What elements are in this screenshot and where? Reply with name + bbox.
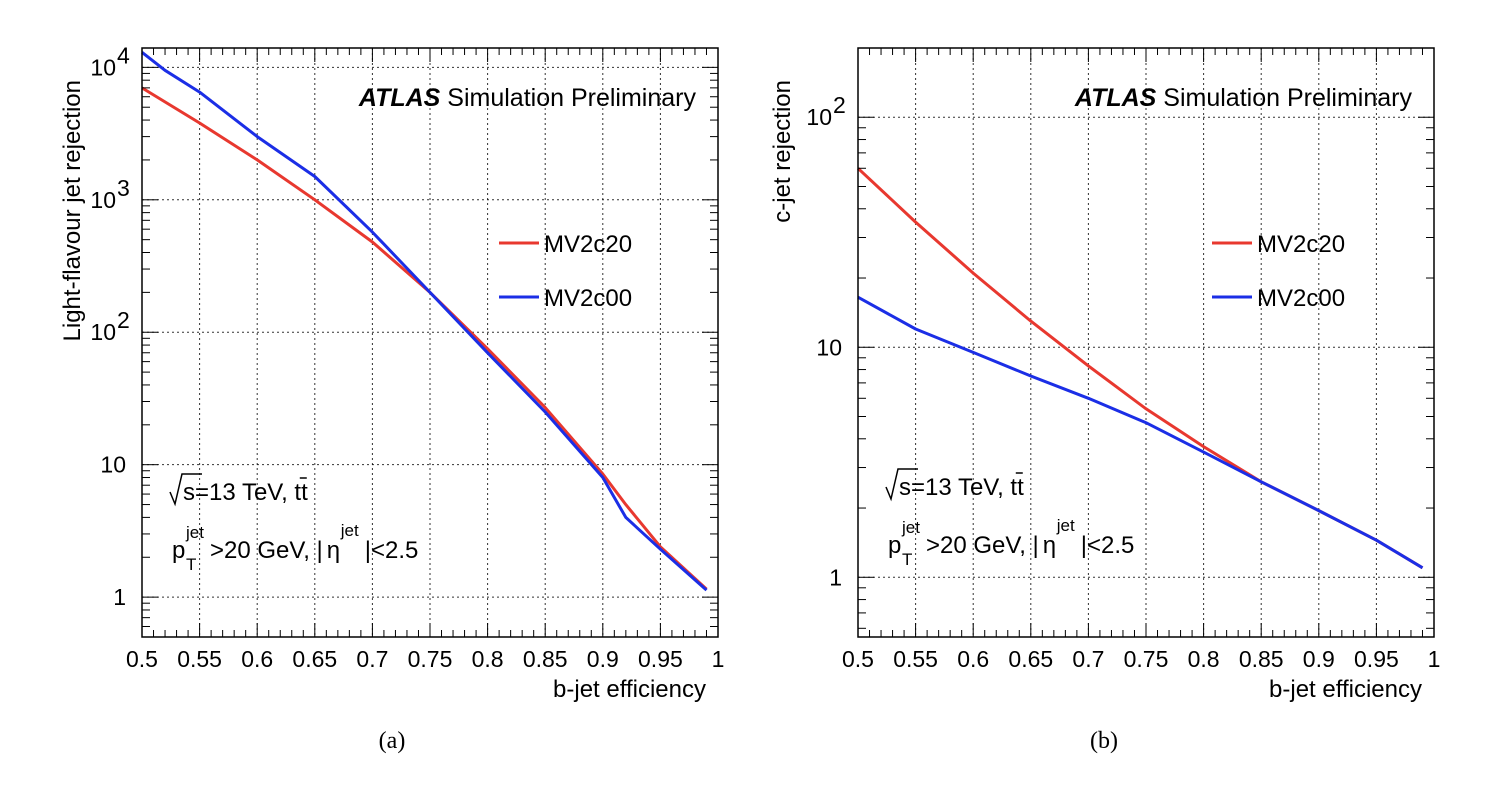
y-tick-exponent: 4 (117, 42, 130, 68)
y-axis-title: c-jet rejection (769, 80, 796, 223)
x-tick-label: 0.6 (241, 646, 273, 672)
panel-caption-b: (b) (1090, 728, 1118, 754)
atlas-label-rest: Simulation Preliminary (447, 84, 696, 112)
x-tick-label: 0.9 (1303, 646, 1335, 672)
x-tick-label: 0.65 (1008, 646, 1053, 672)
grid-lines (142, 48, 718, 637)
x-tick-label: 1 (1428, 646, 1441, 672)
info-eta-symbol: η (1043, 532, 1056, 559)
y-tick-exponent: 3 (117, 175, 130, 201)
c-jet-rejection-chart: 0.5 0.55 0.6 0.65 0.7 0.75 0.8 0.85 0.9 0.95 1 1 10 1… (769, 47, 1441, 703)
x-tick-label: 0.5 (842, 646, 874, 672)
axis-ticks (141, 48, 719, 638)
legend-label-mv2c20: MV2c20 (544, 231, 632, 258)
x-tick-label: 0.95 (638, 646, 683, 672)
x-tick-label: 0.75 (1124, 646, 1169, 672)
info-eta-superscript: jet (1056, 516, 1075, 535)
grid-lines (858, 48, 1434, 637)
y-tick-label: 10 (90, 319, 116, 345)
info-eta-cut: |<2.5 (1081, 532, 1135, 559)
light-flavour-rejection-chart: 0.5 0.55 0.6 0.65 0.7 0.75 0.8 0.85 0.9 0.95 1 1 10 1… (59, 42, 725, 703)
info-pt-subscript: T (902, 550, 912, 569)
legend-label-mv2c20: MV2c20 (1257, 231, 1345, 258)
atlas-label-bold: ATLAS (1074, 84, 1163, 112)
y-tick-label: 10 (90, 54, 116, 80)
y-tick-label: 1 (829, 564, 842, 590)
x-tick-label: 0.65 (292, 646, 337, 672)
info-pt-symbol: p (888, 532, 901, 559)
x-tick-label: 0.5 (126, 646, 158, 672)
x-tick-label: 1 (712, 646, 725, 672)
info-pt-cut: >20 GeV, | (210, 537, 323, 564)
info-energy-label: s=13 TeV, tt (899, 474, 1024, 501)
x-tick-label: 0.7 (356, 646, 388, 672)
info-eta-cut: |<2.5 (365, 537, 419, 564)
panel-caption-a: (a) (378, 728, 406, 754)
series-line-mv2c00 (141, 51, 708, 592)
x-tick-label: 0.8 (1188, 646, 1220, 672)
atlas-label-bold: ATLAS (358, 84, 447, 112)
info-eta-superscript: jet (340, 521, 359, 540)
x-tick-label: 0.75 (408, 646, 453, 672)
x-tick-label: 0.9 (587, 646, 619, 672)
sqrt-symbol (169, 473, 202, 507)
y-tick-label: 10 (90, 187, 116, 213)
chart-panel-b: 0.5 0.55 0.6 0.65 0.7 0.75 0.8 0.85 0.9 0.95 1 1 10 1… (748, 0, 1496, 785)
x-tick-label: 0.8 (472, 646, 504, 672)
y-tick-label: 10 (100, 452, 126, 478)
chart-panel-a: 0.5 0.55 0.6 0.65 0.7 0.75 0.8 0.85 0.9 0.95 1 1 10 1… (59, 42, 725, 754)
x-tick-label: 0.55 (893, 646, 938, 672)
x-axis-title: b-jet efficiency (553, 676, 706, 703)
info-pt-cut: >20 GeV, | (926, 532, 1039, 559)
x-tick-label: 0.7 (1072, 646, 1104, 672)
atlas-label-rest: Simulation Preliminary (1163, 84, 1412, 112)
info-pt-superscript: jet (901, 518, 920, 537)
legend-label-mv2c00: MV2c00 (1257, 285, 1345, 312)
sqrt-symbol (885, 468, 918, 502)
y-tick-label: 1 (113, 584, 126, 610)
axis-ticks (857, 47, 1435, 637)
series-line-mv2c00 (857, 295, 1424, 570)
y-axis-title: Light-flavour jet rejection (59, 80, 86, 341)
x-tick-label: 0.95 (1354, 646, 1399, 672)
info-pt-superscript: jet (185, 523, 204, 542)
y-tick-label: 10 (806, 104, 832, 130)
y-tick-exponent: 2 (117, 307, 130, 333)
x-tick-label: 0.55 (177, 646, 222, 672)
info-eta-symbol: η (327, 537, 340, 564)
y-tick-label: 10 (816, 334, 842, 360)
atlas-label: ATLAS Simulation Preliminary (1074, 84, 1413, 112)
y-tick-exponent: 2 (833, 92, 846, 118)
x-axis-title: b-jet efficiency (1269, 676, 1422, 703)
x-tick-label: 0.85 (1239, 646, 1284, 672)
series-line-mv2c20 (856, 167, 1424, 570)
atlas-label: ATLAS Simulation Preliminary (358, 84, 697, 112)
info-pt-symbol: p (172, 537, 185, 564)
legend-label-mv2c00: MV2c00 (544, 285, 632, 312)
x-tick-label: 0.85 (523, 646, 568, 672)
info-pt-subscript: T (186, 555, 196, 574)
info-energy-label: s=13 TeV, tt (183, 479, 308, 506)
series-line-mv2c20 (141, 86, 708, 591)
x-tick-label: 0.6 (957, 646, 989, 672)
